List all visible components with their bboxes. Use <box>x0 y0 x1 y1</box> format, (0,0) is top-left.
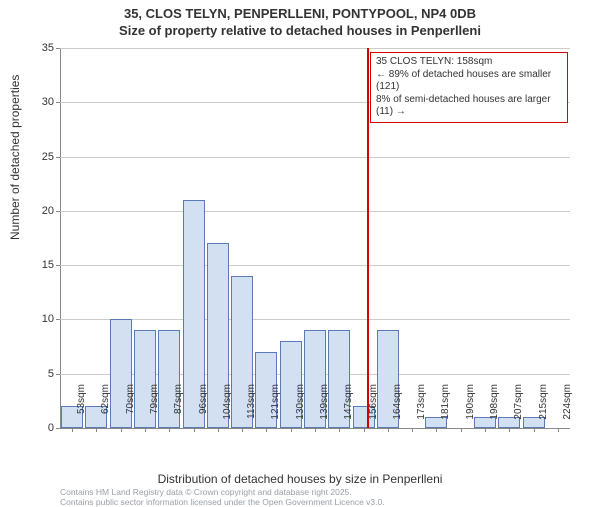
y-axis-title: Number of detached properties <box>8 75 22 240</box>
footer-attribution: Contains HM Land Registry data © Crown c… <box>60 487 385 507</box>
x-tick-mark <box>339 428 340 432</box>
x-tick-mark <box>291 428 292 432</box>
y-tick-label: 0 <box>24 422 54 434</box>
gridline <box>60 48 570 49</box>
x-tick-mark <box>534 428 535 432</box>
x-tick-mark <box>558 428 559 432</box>
x-tick-mark <box>364 428 365 432</box>
annotation-line: 35 CLOS TELYN: 158sqm <box>376 56 562 69</box>
y-tick-label: 30 <box>24 96 54 108</box>
gridline <box>60 265 570 266</box>
y-tick-mark <box>56 265 60 266</box>
x-tick-label: 224sqm <box>562 384 573 434</box>
plot: 53sqm62sqm70sqm79sqm87sqm96sqm104sqm113s… <box>60 48 570 428</box>
x-tick-mark <box>194 428 195 432</box>
x-tick-mark <box>72 428 73 432</box>
footer-line-1: Contains HM Land Registry data © Crown c… <box>60 487 352 497</box>
x-tick-mark <box>121 428 122 432</box>
y-tick-mark <box>56 428 60 429</box>
x-tick-mark <box>242 428 243 432</box>
y-tick-label: 20 <box>24 205 54 217</box>
x-tick-label: 181sqm <box>440 384 451 434</box>
x-tick-mark <box>96 428 97 432</box>
y-tick-label: 10 <box>24 313 54 325</box>
title-line-1: 35, CLOS TELYN, PENPERLLENI, PONTYPOOL, … <box>0 6 600 23</box>
x-tick-mark <box>388 428 389 432</box>
footer-line-2: Contains public sector information licen… <box>60 497 385 507</box>
y-tick-label: 35 <box>24 42 54 54</box>
x-tick-label: 164sqm <box>392 384 403 434</box>
y-tick-label: 5 <box>24 368 54 380</box>
gridline <box>60 157 570 158</box>
x-axis-title: Distribution of detached houses by size … <box>0 472 600 486</box>
y-tick-mark <box>56 211 60 212</box>
x-tick-mark <box>145 428 146 432</box>
title-block: 35, CLOS TELYN, PENPERLLENI, PONTYPOOL, … <box>0 0 600 40</box>
y-axis-line <box>60 48 61 428</box>
x-tick-mark <box>509 428 510 432</box>
annotation-box: 35 CLOS TELYN: 158sqm← 89% of detached h… <box>370 52 568 123</box>
gridline <box>60 319 570 320</box>
marker-line <box>367 48 369 428</box>
y-tick-mark <box>56 48 60 49</box>
x-tick-mark <box>315 428 316 432</box>
x-tick-mark <box>412 428 413 432</box>
y-tick-mark <box>56 319 60 320</box>
chart-area: 53sqm62sqm70sqm79sqm87sqm96sqm104sqm113s… <box>60 48 570 428</box>
x-tick-mark <box>266 428 267 432</box>
gridline <box>60 211 570 212</box>
x-tick-mark <box>169 428 170 432</box>
y-tick-mark <box>56 374 60 375</box>
x-tick-label: 215sqm <box>538 384 549 434</box>
y-tick-label: 25 <box>24 151 54 163</box>
y-tick-mark <box>56 157 60 158</box>
x-tick-mark <box>218 428 219 432</box>
y-tick-mark <box>56 102 60 103</box>
x-tick-mark <box>436 428 437 432</box>
annotation-line: 8% of semi-detached houses are larger (1… <box>376 94 562 119</box>
x-tick-mark <box>485 428 486 432</box>
x-tick-mark <box>461 428 462 432</box>
y-tick-label: 15 <box>24 259 54 271</box>
annotation-line: ← 89% of detached houses are smaller (12… <box>376 69 562 94</box>
title-line-2: Size of property relative to detached ho… <box>0 23 600 40</box>
